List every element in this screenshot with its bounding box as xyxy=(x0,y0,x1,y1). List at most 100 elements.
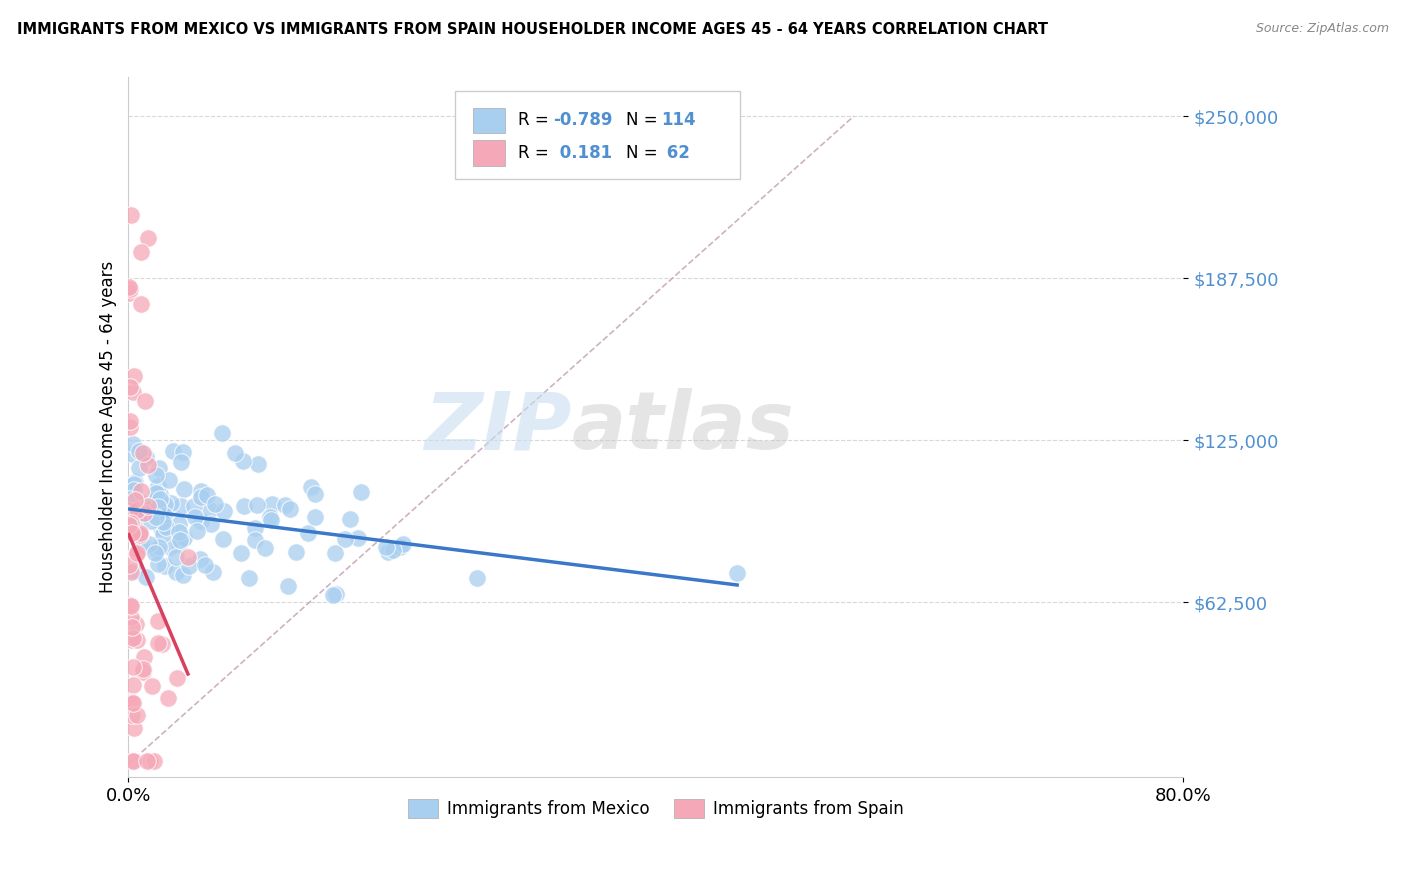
Point xyxy=(159,541,181,555)
Point xyxy=(118,280,141,294)
Point xyxy=(131,665,153,679)
Point xyxy=(125,548,148,562)
Point xyxy=(159,496,181,510)
Point xyxy=(148,461,170,475)
Point xyxy=(304,509,326,524)
Point xyxy=(128,525,150,540)
Point xyxy=(194,558,217,573)
Point xyxy=(118,517,141,532)
Point xyxy=(125,502,148,516)
Point xyxy=(141,680,163,694)
Point xyxy=(121,708,143,723)
Point xyxy=(138,537,160,551)
Point xyxy=(165,549,187,564)
Point xyxy=(238,571,260,585)
Point xyxy=(323,546,346,560)
Point xyxy=(121,633,143,648)
Point xyxy=(148,557,170,571)
Point xyxy=(155,520,177,534)
Point xyxy=(132,539,155,553)
Point xyxy=(120,283,142,297)
Point xyxy=(382,542,405,557)
Point xyxy=(135,570,157,584)
Point xyxy=(278,501,301,516)
Text: N =: N = xyxy=(626,112,664,129)
Point xyxy=(349,485,371,500)
Point xyxy=(132,662,155,676)
Point xyxy=(389,541,412,555)
Point xyxy=(122,755,145,769)
Point xyxy=(145,485,167,500)
Point xyxy=(246,498,269,512)
Text: R =: R = xyxy=(517,112,554,129)
Point xyxy=(224,446,246,460)
Point xyxy=(152,515,174,529)
Point xyxy=(120,503,142,517)
Point xyxy=(132,496,155,510)
Point xyxy=(200,517,222,532)
Point xyxy=(167,524,190,539)
Point xyxy=(122,437,145,451)
Point xyxy=(122,564,145,578)
Point xyxy=(122,500,145,514)
Point xyxy=(297,525,319,540)
Text: ZIP: ZIP xyxy=(425,388,571,467)
Point xyxy=(274,498,297,512)
Point xyxy=(167,536,190,550)
Point xyxy=(725,566,748,580)
Point xyxy=(127,633,149,648)
Point xyxy=(121,695,143,709)
Point xyxy=(333,532,356,546)
Point xyxy=(120,208,142,222)
Point xyxy=(136,458,159,472)
Point xyxy=(177,559,200,574)
Point xyxy=(339,512,361,526)
Text: Source: ZipAtlas.com: Source: ZipAtlas.com xyxy=(1256,22,1389,36)
Point xyxy=(167,516,190,531)
Point xyxy=(122,385,145,400)
Point xyxy=(212,532,235,546)
Point xyxy=(118,558,141,572)
Point xyxy=(127,523,149,537)
Point xyxy=(183,499,205,513)
Point xyxy=(149,492,172,507)
Point xyxy=(325,587,347,601)
Point xyxy=(124,527,146,541)
Point xyxy=(148,636,170,650)
Point xyxy=(138,231,160,245)
Point xyxy=(304,487,326,501)
Point xyxy=(125,503,148,517)
Point xyxy=(157,690,180,705)
Point xyxy=(184,510,207,524)
Point xyxy=(122,483,145,497)
Point xyxy=(148,614,170,628)
Point xyxy=(121,620,143,634)
Point xyxy=(122,368,145,383)
Point xyxy=(246,457,269,471)
Point xyxy=(125,546,148,560)
Point xyxy=(392,537,415,551)
Point xyxy=(145,468,167,483)
Point xyxy=(277,579,299,593)
Point xyxy=(135,450,157,465)
Point xyxy=(243,533,266,548)
Point xyxy=(134,394,156,409)
Point xyxy=(245,521,267,535)
Point xyxy=(135,755,157,769)
Point xyxy=(162,444,184,458)
Point xyxy=(127,708,149,723)
Point xyxy=(165,565,187,579)
Point xyxy=(128,528,150,542)
Point xyxy=(121,447,143,461)
Point xyxy=(132,506,155,520)
Point xyxy=(145,492,167,507)
Point xyxy=(145,509,167,524)
Point xyxy=(150,637,173,651)
Text: 62: 62 xyxy=(661,144,690,162)
Point xyxy=(173,531,195,545)
Point xyxy=(170,455,193,469)
Point xyxy=(118,286,141,301)
Point xyxy=(128,460,150,475)
Point xyxy=(347,531,370,545)
Point xyxy=(122,660,145,674)
